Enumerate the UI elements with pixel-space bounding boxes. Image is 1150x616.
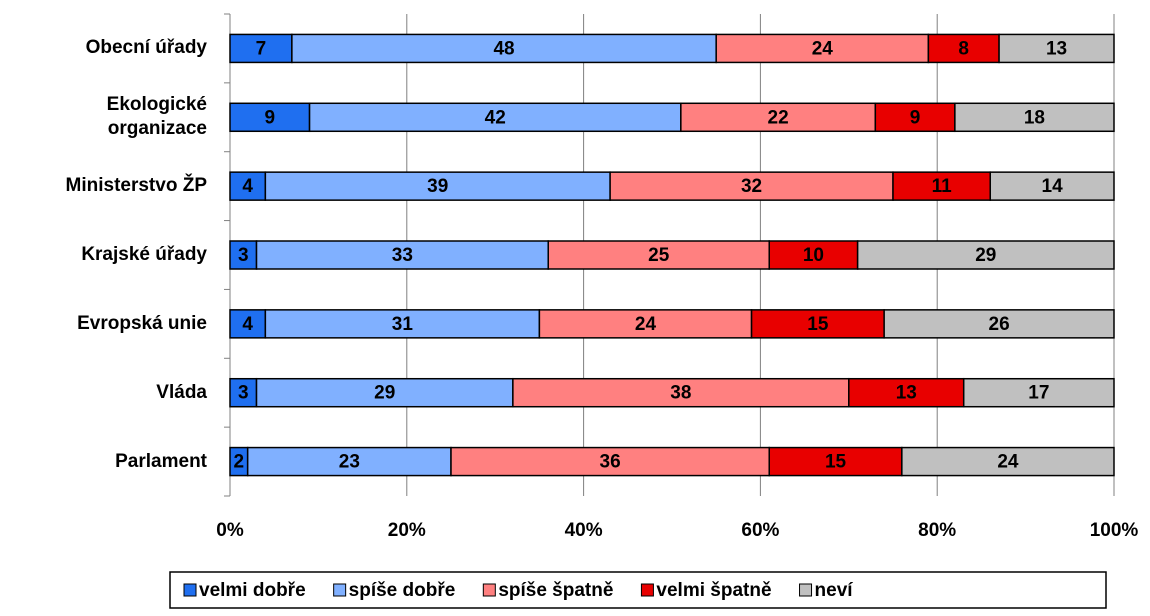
x-tick-label: 40% [565,520,603,541]
bar [609,171,894,201]
data-label: 24 [812,38,834,59]
legend-swatch [640,583,654,597]
bar [229,171,267,201]
data-label: 38 [670,383,691,404]
bar [264,309,541,339]
bar [768,240,859,270]
x-tick-label: 80% [918,520,956,541]
bar [680,102,877,133]
bar [892,171,991,201]
bar [989,171,1115,201]
bar [255,377,514,408]
bar [750,309,885,339]
data-label: 4 [242,176,253,197]
legend-swatch [482,583,496,597]
bar [856,240,1115,270]
bar [450,446,770,477]
data-label: 9 [264,107,275,128]
legend-label: velmi dobře [199,580,306,601]
data-label: 10 [803,245,824,266]
data-label: 23 [339,452,360,473]
y-tick-label: Vláda [156,381,207,403]
bar [229,33,293,64]
x-tick-label: 0% [216,520,244,541]
data-label: 32 [741,176,762,197]
data-label: 4 [242,314,253,335]
legend-label: neví [815,580,854,601]
data-label: 39 [427,176,448,197]
data-label: 42 [485,107,506,128]
data-label: 25 [648,245,670,266]
data-label: 26 [989,314,1010,335]
legend-label: velmi špatně [656,580,771,601]
data-label: 8 [958,38,969,59]
data-label: 3 [238,245,249,266]
data-label: 48 [493,38,514,59]
legend-label: spíše špatně [498,580,613,601]
data-label: 2 [234,452,245,473]
data-label: 3 [238,383,249,404]
data-label: 11 [932,176,953,197]
data-label: 15 [807,314,829,335]
data-label: 33 [392,245,413,266]
bar [255,240,549,270]
y-tick-label: Krajské úřady [81,244,207,265]
x-tick-label: 20% [388,520,426,541]
y-tick-label: Evropská unie [77,312,207,334]
data-label: 13 [896,383,917,404]
y-tick-label: Ministerstvo ŽP [65,175,207,197]
data-label: 29 [975,245,996,266]
data-label: 24 [997,452,1019,473]
bar [291,33,717,64]
data-label: 36 [600,452,621,473]
legend-label: spíše dobře [349,580,456,601]
bar [901,446,1115,477]
bar [962,377,1115,408]
data-label: 15 [825,452,847,473]
legend-swatch [333,583,347,597]
data-label: 9 [910,107,921,128]
x-tick-label: 60% [741,520,779,541]
bar [998,33,1115,64]
bar [954,102,1115,133]
bar [264,171,611,201]
x-tick-label: 100% [1090,520,1139,541]
data-label: 31 [392,314,414,335]
bar [512,377,850,408]
data-label: 7 [256,38,267,59]
data-label: 24 [635,314,657,335]
y-tick-label: Obecní úřady [85,37,207,59]
legend-swatch [183,583,197,597]
y-tick-label: Parlament [115,450,207,472]
data-label: 13 [1046,38,1067,59]
data-label: 17 [1028,383,1049,404]
legend-box [169,571,1107,609]
data-label: 22 [768,107,789,128]
data-label: 29 [374,383,395,404]
bar [246,446,452,477]
data-label: 18 [1024,107,1045,128]
bar [715,33,930,64]
bar [538,309,753,339]
data-label: 14 [1042,176,1064,197]
bar [883,309,1115,339]
bar [229,102,311,133]
y-tick-label: Ekologické organizace [106,94,207,140]
legend-swatch [799,583,813,597]
bar [308,102,682,133]
bar [927,33,1000,64]
